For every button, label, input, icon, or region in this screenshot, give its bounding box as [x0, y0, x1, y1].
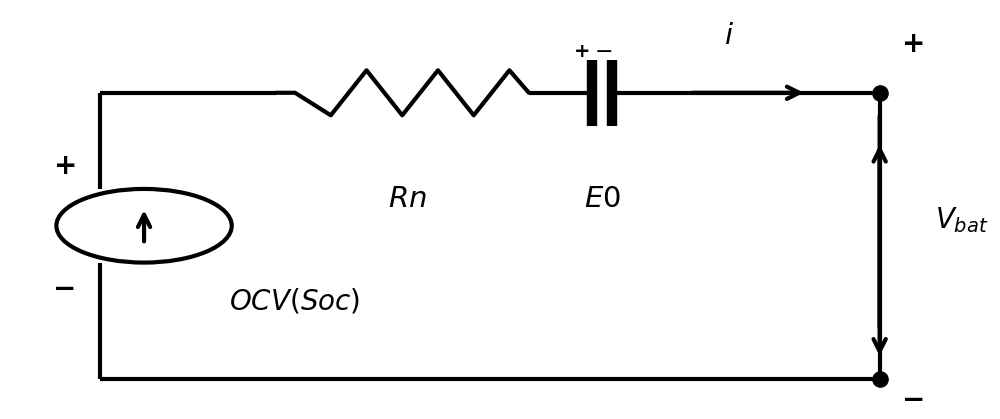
Text: $OCV(Soc)$: $OCV(Soc)$: [229, 287, 361, 316]
Text: $V_{bat}$: $V_{bat}$: [935, 205, 989, 235]
Text: +: +: [574, 42, 591, 61]
Point: [872, 376, 888, 383]
Text: +: +: [54, 153, 78, 181]
Text: $Rn$: $Rn$: [388, 185, 426, 213]
Point: [872, 89, 888, 96]
Text: −: −: [902, 385, 925, 414]
Text: −: −: [53, 275, 76, 303]
Text: $E0$: $E0$: [584, 185, 620, 213]
Text: $i$: $i$: [724, 21, 734, 49]
Text: −: −: [595, 42, 613, 62]
Text: +: +: [902, 30, 925, 58]
